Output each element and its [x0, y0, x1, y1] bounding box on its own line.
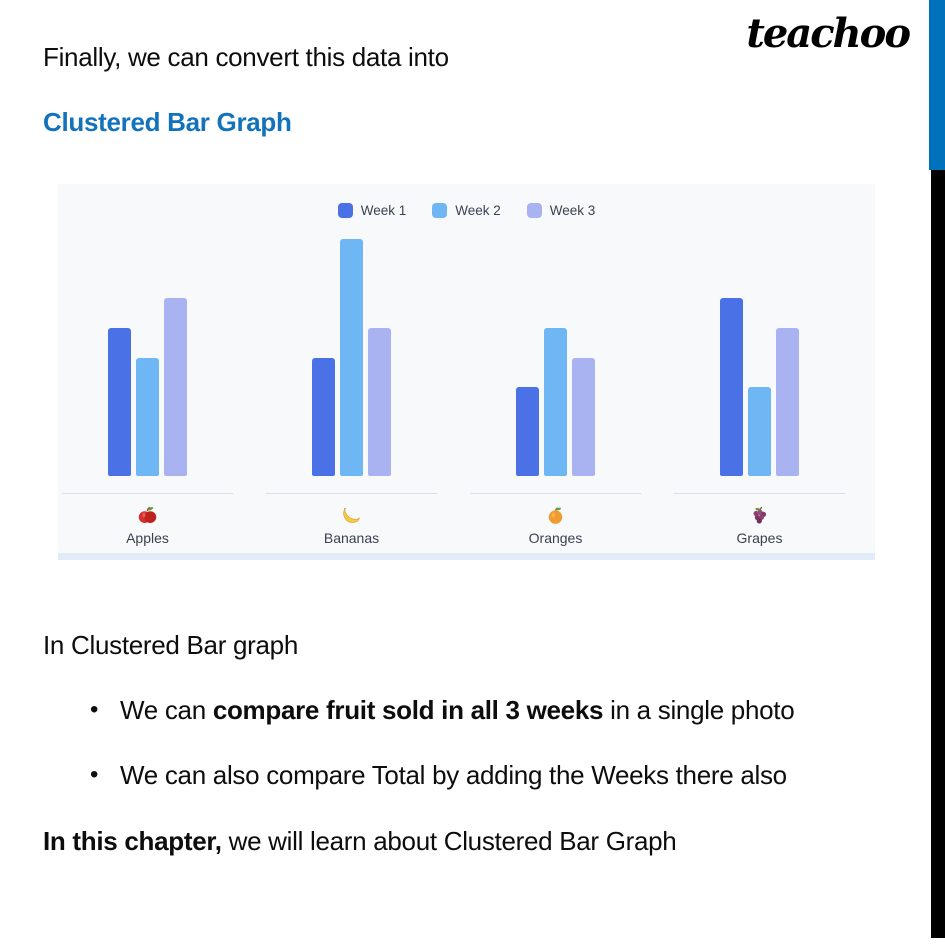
legend-item-week3: Week 3	[526, 203, 596, 218]
legend-label: Week 2	[455, 203, 501, 218]
legend-swatch-icon	[432, 203, 448, 218]
edge-accent-bar-blue	[929, 0, 945, 170]
bar-week1-apples	[108, 328, 131, 476]
bar-week2-oranges	[544, 328, 567, 476]
category-label: Oranges	[528, 530, 583, 546]
category-label: Grapes	[736, 530, 783, 546]
bullet-text: We can also compare Total by adding the …	[120, 758, 787, 792]
bar-week2-grapes	[748, 387, 771, 476]
legend-label: Week 1	[360, 203, 407, 218]
apple-icon	[62, 504, 233, 526]
bar-week1-grapes	[720, 298, 743, 476]
bar-week1-bananas	[312, 358, 335, 476]
bar-week2-apples	[136, 358, 159, 476]
legend-item-week2: Week 2	[432, 203, 501, 218]
text-segment: We can	[120, 695, 213, 725]
category-column-apples: Apples	[62, 184, 233, 553]
legend-item-week1: Week 1	[337, 203, 407, 218]
bar-cluster	[266, 239, 437, 476]
body-intro-text: In Clustered Bar graph	[43, 630, 298, 660]
bar-week3-bananas	[368, 328, 391, 476]
edge-accent-bar-black	[931, 170, 945, 938]
legend-swatch-icon	[526, 203, 542, 218]
category-axis-line	[62, 493, 233, 494]
legend-swatch-icon	[337, 203, 353, 218]
heading-line: Finally, we can convert this data into	[43, 42, 449, 72]
text-segment: in a single photo	[603, 695, 795, 725]
bar-week3-grapes	[776, 328, 799, 476]
bar-week1-oranges	[516, 387, 539, 476]
bullet-list: • We can compare fruit sold in all 3 week…	[43, 693, 895, 823]
bullet-item: • We can compare fruit sold in all 3 week…	[43, 693, 895, 727]
bar-cluster	[470, 328, 641, 476]
bullet-dot: •	[90, 761, 99, 788]
category-axis-line	[470, 493, 641, 494]
grapes-icon	[674, 504, 845, 526]
category-label: Bananas	[323, 530, 380, 546]
bullet-text: We can compare fruit sold in all 3 weeks…	[120, 693, 795, 727]
text-segment: we will learn about Clustered Bar Graph	[221, 826, 677, 856]
clustered-bar-chart: Week 1 Week 2 Week 3 Apples Bananas Oranges G…	[58, 184, 875, 560]
bar-cluster	[62, 298, 233, 476]
bar-week3-oranges	[572, 358, 595, 476]
category-label: Apples	[126, 530, 169, 546]
bullet-item: • We can also compare Total by adding the…	[43, 758, 895, 792]
text-segment: compare fruit sold in all 3 weeks	[212, 695, 604, 725]
legend-label: Week 3	[549, 203, 596, 218]
chart-legend: Week 1 Week 2 Week 3	[58, 203, 875, 218]
category-column-bananas: Bananas	[266, 184, 437, 553]
closing-line: In this chapter, we will learn about Clu…	[43, 824, 677, 858]
category-column-oranges: Oranges	[470, 184, 641, 553]
banana-icon	[266, 504, 437, 526]
text-segment: We can also compare Total by adding the …	[120, 760, 787, 790]
bar-week2-bananas	[340, 239, 363, 476]
bar-cluster	[674, 298, 845, 476]
category-axis-line	[674, 493, 845, 494]
bullet-dot: •	[90, 696, 99, 723]
subheading-clustered-bar-graph: Clustered Bar Graph	[43, 107, 292, 137]
teachoo-logo: teachoo	[746, 10, 911, 57]
category-column-grapes: Grapes	[674, 184, 845, 553]
text-segment: In this chapter,	[43, 826, 222, 856]
category-axis-line	[266, 493, 437, 494]
bar-week3-apples	[164, 298, 187, 476]
orange-icon	[470, 504, 641, 526]
